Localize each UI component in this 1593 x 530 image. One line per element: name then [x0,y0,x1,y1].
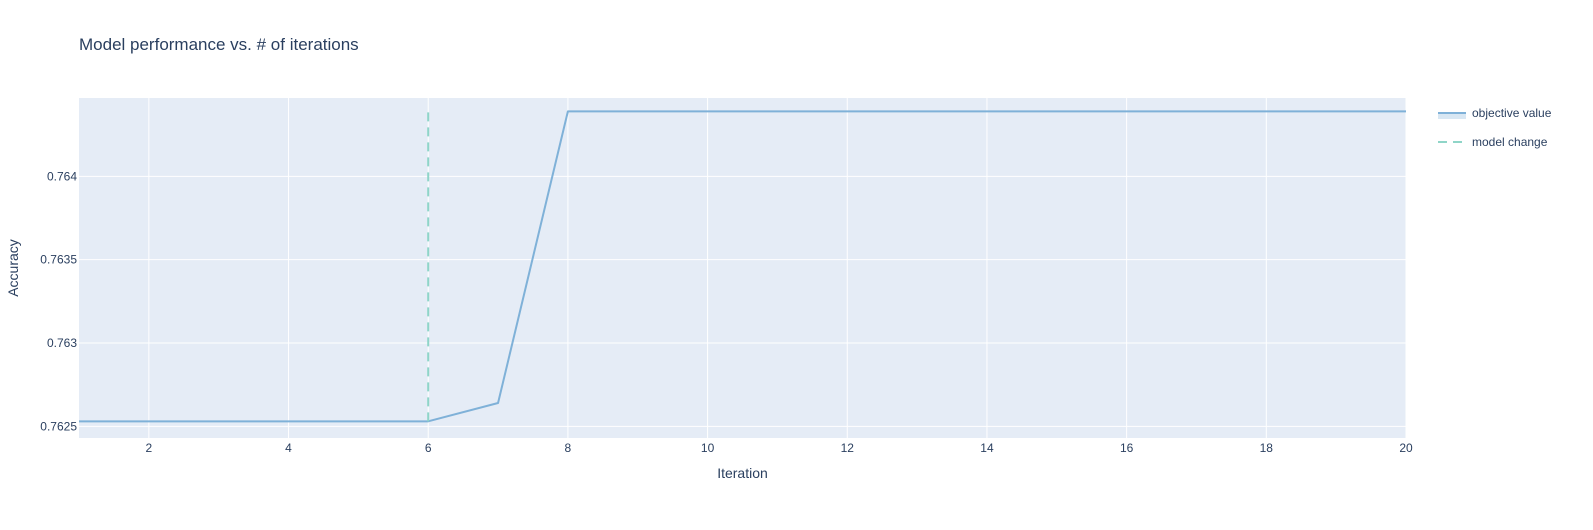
y-tick-label: 0.764 [47,169,77,183]
x-tick-label: 8 [565,441,572,455]
x-axis-title: Iteration [717,465,768,481]
x-tick-label: 16 [1120,441,1134,455]
legend-label: model change [1472,135,1548,149]
legend-item[interactable]: objective value [1438,106,1552,120]
series-line-objective-value [79,110,1406,423]
legend-swatch-fill [1438,112,1466,119]
grid-layer [79,98,1407,438]
y-tick-label: 0.7625 [40,419,77,433]
x-tick-label: 14 [980,441,994,455]
legend-item[interactable]: model change [1438,135,1548,149]
chart-title: Model performance vs. # of iterations [79,35,359,54]
x-tick-label: 2 [145,441,152,455]
x-tick-label: 12 [841,441,855,455]
legend-label: objective value [1472,106,1552,120]
x-tick-label: 4 [285,441,292,455]
x-tick-label: 6 [425,441,432,455]
x-tick-label: 10 [701,441,715,455]
y-tick-label: 0.7635 [40,253,77,267]
tick-labels: 2 4 6 8 10 12 14 16 18 20 0.7625 0.763 0.7635 0.764 [40,169,1413,455]
series-layer [79,110,1406,423]
x-tick-label: 18 [1260,441,1274,455]
y-axis-title: Accuracy [5,239,21,297]
x-tick-label: 20 [1399,441,1413,455]
y-tick-label: 0.763 [47,336,77,350]
legend[interactable]: objective value model change [1438,106,1552,149]
plot-area [79,98,1406,438]
